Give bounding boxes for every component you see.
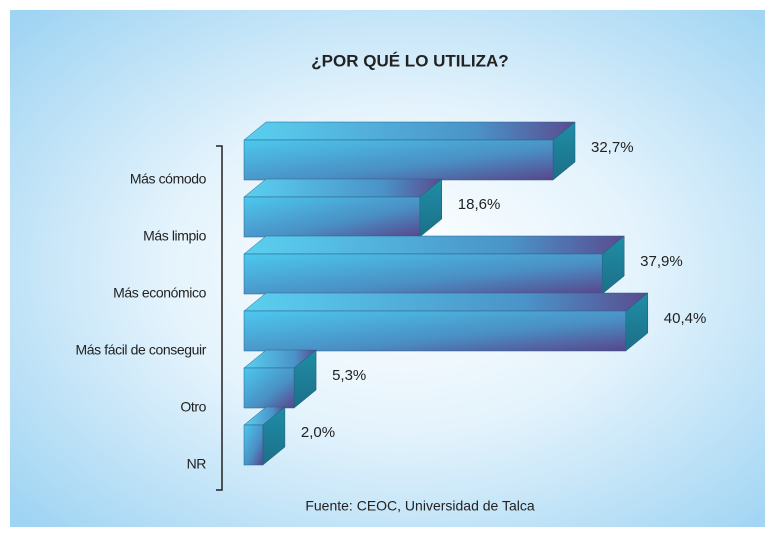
category-label: Más limpio — [143, 228, 207, 244]
bar — [243, 310, 627, 352]
source-note: Fuente: CEOC, Universidad de Talca — [305, 498, 535, 514]
bar-top — [243, 178, 443, 198]
bar-top — [243, 121, 576, 141]
category-label: Más cómodo — [130, 171, 207, 187]
value-label: 37,9% — [640, 253, 683, 270]
category-label: NR — [187, 456, 207, 472]
category-label: Otro — [180, 399, 206, 415]
bar — [243, 253, 603, 295]
bar-top — [243, 235, 625, 255]
bar — [243, 367, 295, 409]
bar — [243, 424, 264, 466]
bar — [243, 139, 554, 181]
chart-title: ¿POR QUÉ LO UTILIZA? — [311, 51, 508, 70]
value-label: 18,6% — [458, 196, 501, 213]
category-label: Más fácil de conseguir — [76, 342, 207, 358]
value-label: 32,7% — [591, 139, 634, 156]
bar-top — [243, 292, 649, 312]
value-label: 40,4% — [664, 310, 707, 327]
value-label: 2,0% — [301, 424, 335, 441]
category-axis — [216, 145, 223, 491]
bar — [243, 196, 421, 238]
value-label: 5,3% — [332, 367, 366, 384]
category-label: Más económico — [113, 285, 206, 301]
